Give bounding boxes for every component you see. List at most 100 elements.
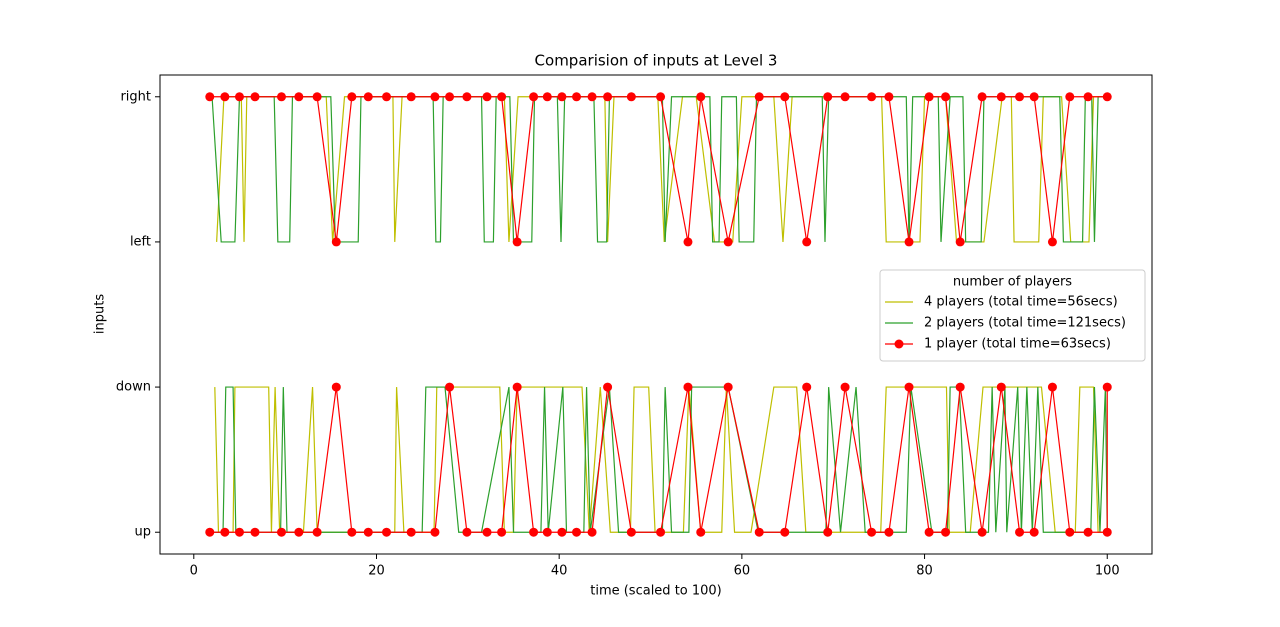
point <box>347 527 357 537</box>
point <box>1015 527 1025 537</box>
point <box>430 92 440 102</box>
x-tick-label: 40 <box>551 564 568 579</box>
point <box>363 527 373 537</box>
point <box>904 382 914 392</box>
point <box>572 527 582 537</box>
point <box>683 382 693 392</box>
point <box>462 527 472 537</box>
series-line <box>209 96 1108 243</box>
point <box>557 92 567 102</box>
point <box>1102 527 1112 537</box>
point <box>445 382 455 392</box>
point <box>220 92 230 102</box>
point <box>941 527 951 537</box>
legend-label: 4 players (total time=56secs) <box>924 295 1118 310</box>
point <box>512 382 522 392</box>
point <box>754 527 764 537</box>
x-tick-label: 100 <box>1095 564 1120 579</box>
point <box>723 382 733 392</box>
point <box>430 527 440 537</box>
point <box>802 382 812 392</box>
point <box>840 382 850 392</box>
point <box>445 92 455 102</box>
legend-box <box>879 269 1146 362</box>
series-line <box>214 386 1108 533</box>
point <box>780 527 790 537</box>
point <box>482 527 492 537</box>
point <box>276 527 286 537</box>
point <box>924 527 934 537</box>
point <box>497 527 507 537</box>
point <box>382 527 392 537</box>
point <box>904 237 914 247</box>
y-tick-label: left <box>130 234 151 249</box>
y-tick-label: down <box>116 380 151 395</box>
point <box>924 92 934 102</box>
point <box>683 237 693 247</box>
legend-label: 2 players (total time=121secs) <box>924 316 1126 331</box>
point <box>955 237 965 247</box>
point <box>884 527 894 537</box>
point <box>406 527 416 537</box>
point <box>1047 237 1057 247</box>
point <box>996 382 1006 392</box>
point <box>823 527 833 537</box>
point <box>996 92 1006 102</box>
point <box>696 527 706 537</box>
legend-marker <box>894 339 904 349</box>
point <box>250 92 260 102</box>
point <box>572 92 582 102</box>
point <box>626 527 636 537</box>
point <box>626 92 636 102</box>
point <box>802 237 812 247</box>
point <box>977 527 987 537</box>
point <box>941 92 951 102</box>
point <box>276 92 286 102</box>
point <box>220 527 230 537</box>
point <box>542 92 552 102</box>
point <box>840 92 850 102</box>
point <box>542 527 552 537</box>
point <box>587 527 597 537</box>
point <box>497 92 507 102</box>
point <box>656 92 666 102</box>
y-axis-label: inputs <box>93 294 108 334</box>
point <box>234 92 244 102</box>
point <box>1047 382 1057 392</box>
point <box>1015 92 1025 102</box>
point <box>656 527 666 537</box>
y-tick-label: up <box>135 525 152 540</box>
x-tick-label: 20 <box>368 564 385 579</box>
point <box>205 527 215 537</box>
point <box>780 92 790 102</box>
point <box>312 92 322 102</box>
point <box>250 527 260 537</box>
legend-title: number of players <box>953 275 1072 290</box>
point <box>955 382 965 392</box>
point <box>1083 527 1093 537</box>
point <box>884 92 894 102</box>
x-tick-label: 0 <box>190 564 198 579</box>
point <box>1065 527 1075 537</box>
x-axis-label: time (scaled to 100) <box>590 584 722 599</box>
x-tick-label: 60 <box>734 564 751 579</box>
plot-frame <box>159 74 1153 555</box>
point <box>977 92 987 102</box>
point <box>331 237 341 247</box>
point <box>1029 527 1039 537</box>
point <box>823 92 833 102</box>
chart-title: Comparision of inputs at Level 3 <box>535 52 778 70</box>
point <box>867 527 877 537</box>
point <box>529 527 539 537</box>
point <box>723 237 733 247</box>
point <box>294 92 304 102</box>
point <box>406 92 416 102</box>
point <box>294 527 304 537</box>
point <box>867 92 877 102</box>
point <box>754 92 764 102</box>
point <box>382 92 392 102</box>
point <box>529 92 539 102</box>
point <box>1065 92 1075 102</box>
